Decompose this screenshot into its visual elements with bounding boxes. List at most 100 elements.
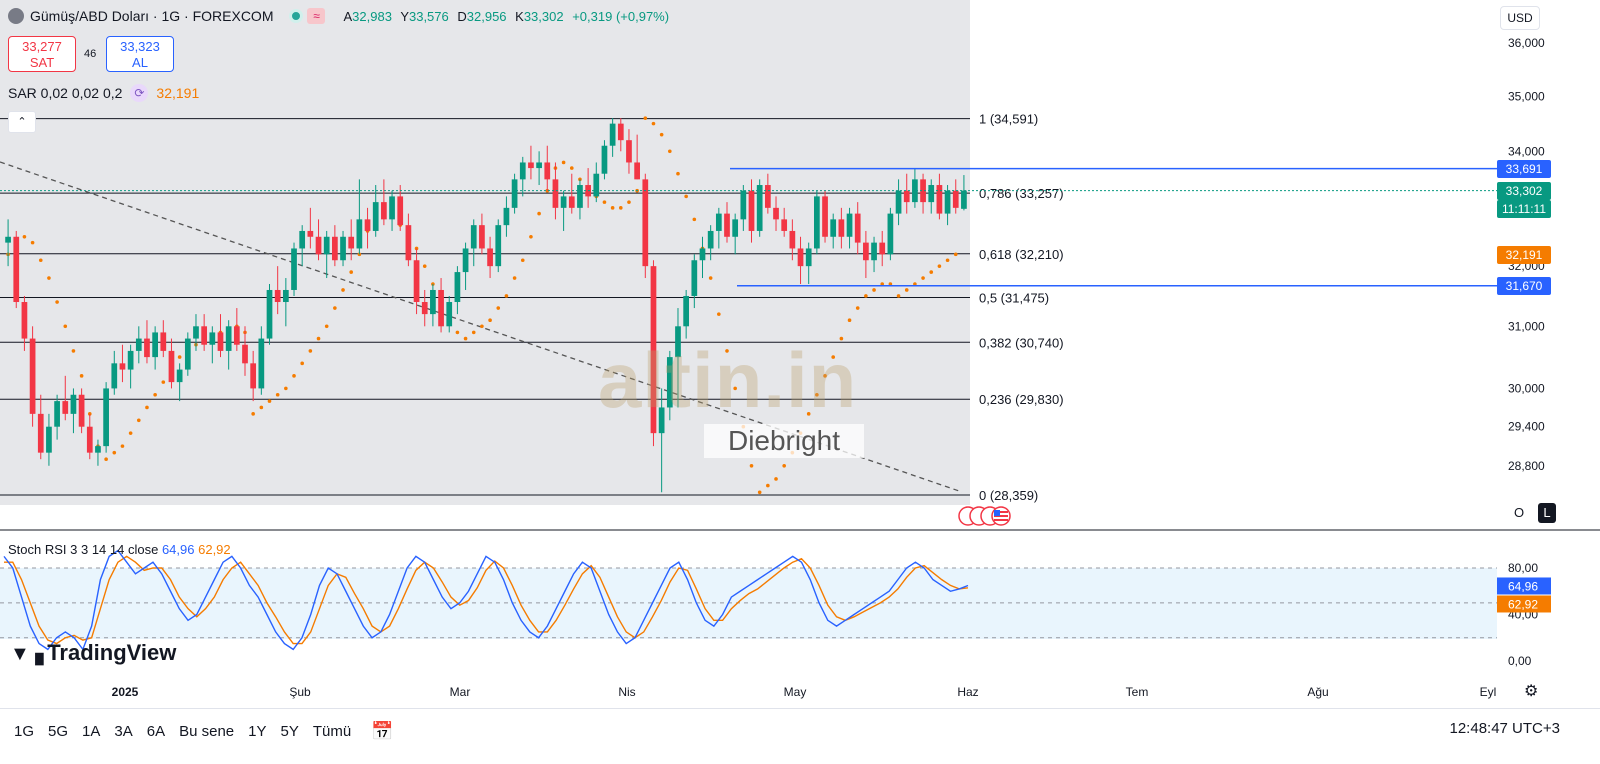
candle-body [797, 248, 804, 267]
tf-5g[interactable]: 5G [48, 722, 69, 740]
candle-body [21, 302, 28, 339]
candle-body [944, 190, 951, 214]
sar-legend[interactable]: SAR 0,02 0,02 0,2 ⟳ 32,191 [8, 84, 199, 102]
wave-icon[interactable]: ≈ [307, 8, 326, 24]
candle-body [86, 426, 93, 453]
buy-button[interactable]: 33,323 AL [106, 36, 174, 72]
candle-body [675, 326, 681, 358]
candle-body [854, 213, 861, 243]
time-tick: Mar [450, 685, 471, 699]
symbol-legend[interactable]: Gümüş/ABD Doları · 1G · FOREXCOM ≈ A32,9… [8, 8, 674, 24]
candle-body [683, 295, 690, 327]
sar-dot [316, 336, 321, 341]
sar-dot [643, 116, 648, 120]
candle-body [593, 173, 600, 197]
sar-dot [659, 132, 664, 137]
candle-body [332, 236, 338, 261]
log-scale-o-button[interactable]: O [1513, 505, 1525, 520]
clock[interactable]: 12:48:47 UTC+3 [1449, 720, 1561, 737]
tf-1a[interactable]: 1A [82, 722, 101, 740]
candle-body [838, 219, 845, 237]
sar-dot [839, 336, 844, 341]
sar-dot [937, 264, 942, 268]
tf-6a[interactable]: 6A [146, 722, 166, 740]
time-tick: Haz [957, 685, 978, 699]
gear-icon[interactable]: ⚙ [1524, 683, 1539, 700]
price-tick: 30,000 [1508, 381, 1545, 395]
candle-body [764, 185, 771, 208]
sar-dot [22, 234, 27, 239]
sar-dot [904, 288, 909, 292]
sar-dot [847, 318, 852, 322]
sar-dot [504, 294, 509, 298]
candle-body [568, 196, 575, 208]
sar-dot [104, 457, 108, 461]
candle-body [961, 190, 967, 209]
price-axis-label: 33,691 [1497, 159, 1551, 178]
stoch-d-label [1497, 595, 1551, 613]
sar-dot [864, 294, 868, 298]
sar-dot [63, 324, 68, 329]
collapse-legend-button[interactable]: ⌃ [8, 111, 36, 133]
currency-select[interactable]: USD [1500, 6, 1540, 30]
timeframe-bar: 1G 5G 1A 3A 6A Bu sene 1Y 5Y Tümü 📅 [0, 708, 1600, 753]
candle-body [119, 363, 126, 370]
candle-body [863, 242, 869, 261]
sar-dot [471, 330, 476, 335]
candle-body [805, 248, 812, 267]
watermark-logo: altin.in [598, 336, 858, 424]
candle-body [814, 196, 820, 249]
calendar-icon[interactable]: 📅 [371, 720, 394, 741]
sar-dot [349, 270, 354, 274]
log-scale-l-button[interactable]: L [1538, 503, 1556, 523]
symbol-title[interactable]: Gümüş/ABD Doları · 1G · FOREXCOM [30, 8, 274, 24]
price-axis-label: 11:11:11 [1497, 199, 1551, 218]
sar-dot [782, 463, 786, 468]
candle-body [242, 344, 248, 364]
sar-dot [55, 300, 59, 304]
candle-body [127, 350, 134, 370]
candle-body [201, 326, 208, 345]
candle-body [887, 213, 894, 255]
stoch-k-line [3, 549, 969, 651]
price-tick: 28,800 [1508, 459, 1545, 473]
candle-body [609, 123, 616, 146]
candle-body [144, 338, 150, 358]
tradingview-logo[interactable]: ▼▗ TradingView [10, 640, 176, 666]
candle-body [364, 219, 371, 231]
economic-events-flags[interactable] [958, 505, 1014, 527]
price-tick: 31,000 [1508, 319, 1545, 333]
sar-dot [47, 276, 51, 280]
candle-body [356, 219, 363, 249]
stoch-k-label [1497, 577, 1551, 595]
sar-dot [136, 418, 141, 423]
buy-price: 33,323 [120, 39, 160, 54]
sar-dot [880, 282, 885, 286]
sar-dot [480, 324, 484, 329]
sar-dot [953, 252, 958, 257]
time-tick: Ağu [1307, 685, 1328, 699]
candle-body [936, 185, 943, 214]
tf-3a[interactable]: 3A [114, 722, 133, 740]
tf-5y[interactable]: 5Y [280, 722, 299, 740]
tradingview-mark-icon: ▼▗ [10, 642, 43, 665]
sar-dot [774, 477, 778, 481]
fib-label: 0,786 (33,257) [979, 186, 1064, 201]
sell-button[interactable]: 33,277 SAT [8, 36, 76, 72]
tf-1g[interactable]: 1G [14, 722, 35, 740]
candle-body [78, 394, 85, 427]
tf-all[interactable]: Tümü [312, 722, 352, 740]
sar-dot [896, 294, 901, 298]
tf-1y[interactable]: 1Y [248, 722, 267, 740]
sync-icon[interactable]: ⟳ [130, 84, 149, 102]
price-tick: 35,000 [1508, 89, 1545, 103]
stoch-k-label-text: 64,96 [1508, 579, 1538, 593]
stoch-label: Stoch RSI 3 3 14 14 close [8, 542, 159, 557]
tf-ytd[interactable]: Bu sene [179, 722, 235, 740]
fib-label: 0,5 (31,475) [979, 290, 1049, 305]
sar-dot [112, 450, 117, 455]
fib-label: 0,236 (29,830) [979, 392, 1064, 407]
sar-dot [823, 374, 827, 378]
stoch-rsi-legend[interactable]: Stoch RSI 3 3 14 14 close 64,96 62,92 [8, 542, 231, 557]
